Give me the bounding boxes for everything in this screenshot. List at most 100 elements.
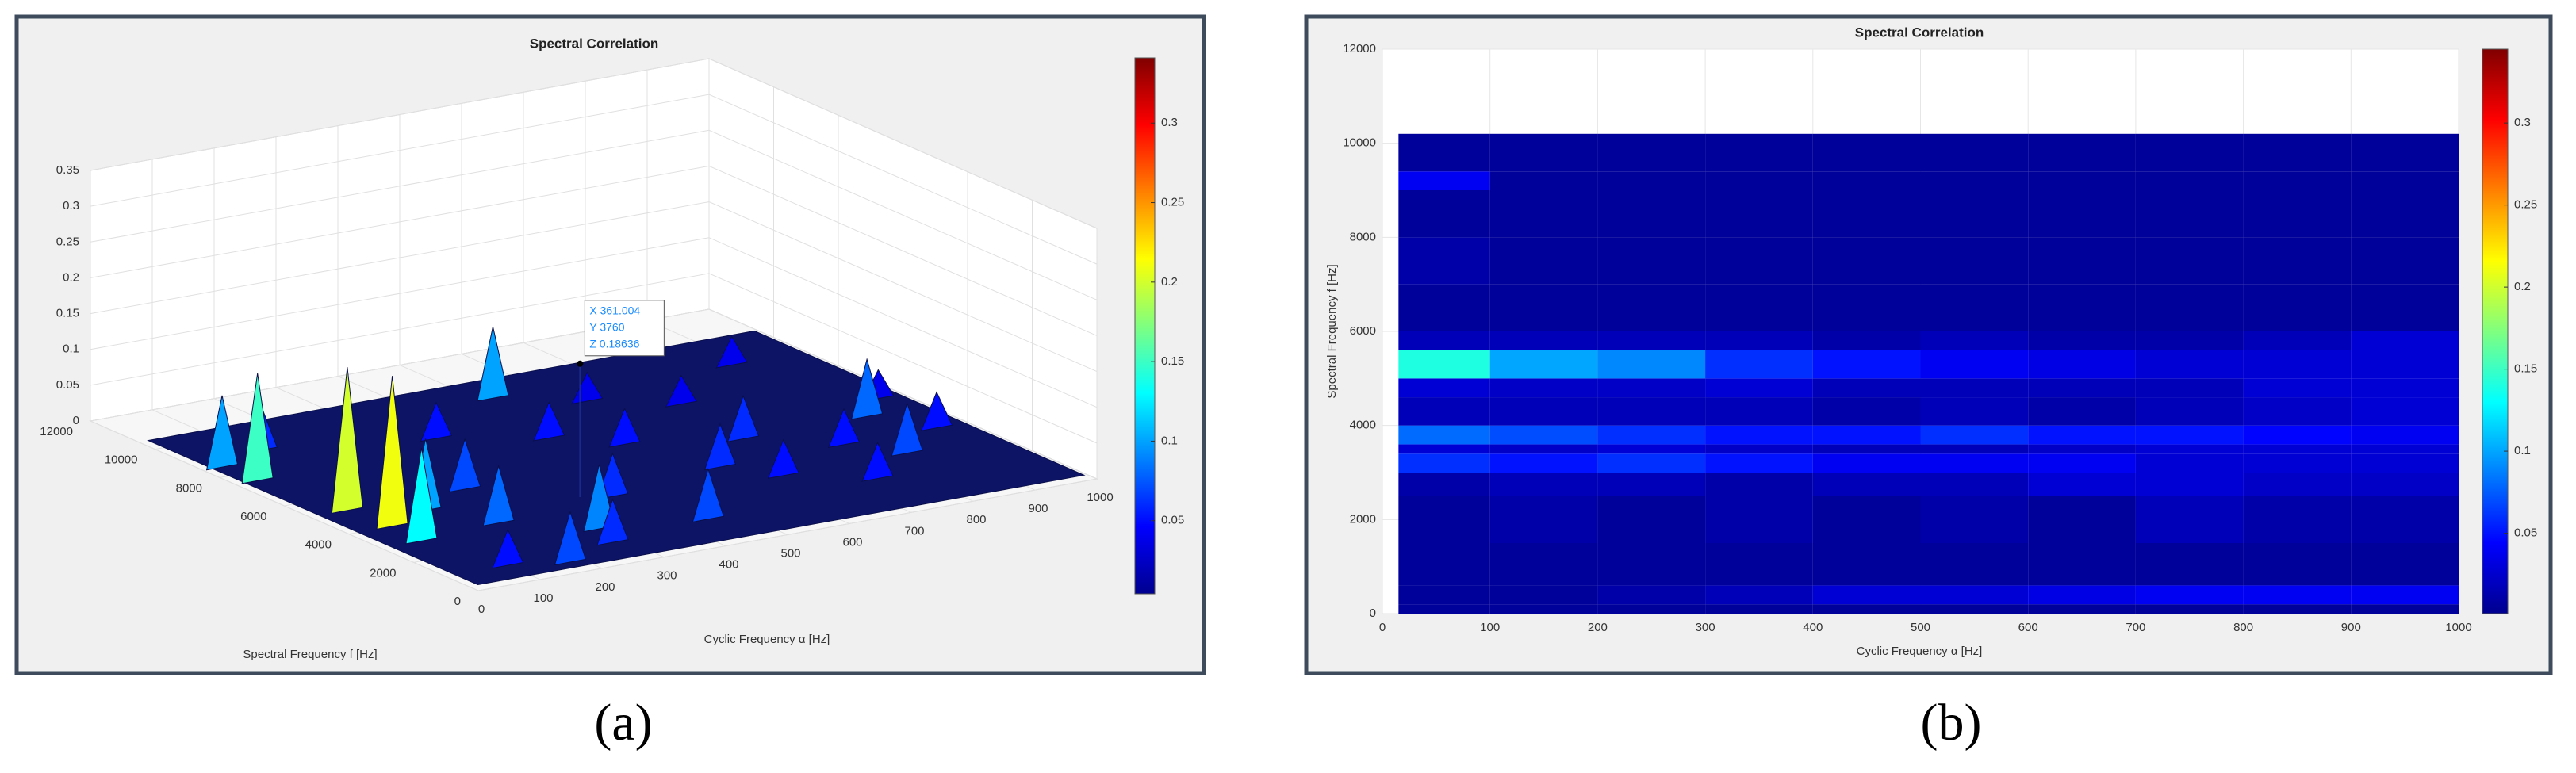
heatmap-cell [1597, 425, 1706, 445]
heatmap-cell [1705, 444, 1813, 454]
surface-peak [491, 528, 524, 569]
heatmap-cell [1489, 425, 1598, 445]
x-tick-label: 800 [966, 513, 986, 526]
heatmap-cell [1398, 604, 1490, 614]
y-tick-label: 4000 [1350, 419, 1376, 432]
heatmap-cell [2351, 284, 2459, 331]
heatmap-cell [1920, 444, 2029, 454]
heatmap-cell [1705, 284, 1813, 331]
heatmap-cell [1398, 585, 1490, 605]
y-tick-label: 0 [454, 595, 461, 608]
heatmap-cell [1597, 190, 1706, 238]
x-tick-label: 300 [657, 569, 677, 583]
heatmap-cell [1398, 378, 1490, 398]
heatmap-cell [1398, 473, 1490, 496]
heatmap-cell [2243, 604, 2352, 614]
surface-peak [583, 464, 615, 533]
heatmap-cell [1705, 453, 1813, 473]
colorbar-tick-label: 0.05 [2514, 526, 2537, 540]
z-tick-label: 0.05 [56, 378, 79, 392]
heatmap-cell [1812, 604, 1921, 614]
surface-peak [477, 326, 509, 402]
surface-peak [482, 464, 515, 526]
heatmap-cell [1920, 543, 2029, 586]
x-tick-label: 1000 [1087, 491, 1113, 504]
heatmap-cell [1398, 425, 1490, 445]
heatmap-cell [1812, 473, 1921, 496]
datatip-text: Z 0.18636 [589, 337, 639, 350]
heatmap-cell [1812, 496, 1921, 543]
heatmap-cell [2243, 425, 2352, 445]
heatmap-cell [2243, 350, 2352, 379]
heatmap-cell [2028, 425, 2136, 445]
y-tick-label: 10000 [105, 453, 138, 467]
heatmap-cell [1597, 378, 1706, 398]
heatmap-cell [1597, 496, 1706, 543]
heatmap-cell [1398, 171, 1490, 190]
heatmap-cell [2351, 585, 2459, 605]
x-tick-label: 700 [904, 524, 924, 538]
heatmap-cell [1597, 543, 1706, 586]
y-tick-label: 6000 [240, 510, 266, 523]
heatmap-cell [2028, 496, 2136, 543]
heatmap-cell [1920, 171, 2029, 190]
x-axis-label: Cyclic Frequency α [Hz] [1857, 645, 1983, 658]
heatmap-cell [2028, 331, 2136, 350]
z-tick-label: 0 [73, 414, 79, 427]
heatmap-cell [2243, 331, 2352, 350]
heatmap-cell [2351, 350, 2459, 379]
heatmap-cell [2028, 133, 2136, 172]
y-axis-label: Spectral Frequency f [Hz] [1325, 264, 1339, 398]
heatmap-cell [2243, 171, 2352, 190]
heatmap-cell [1489, 378, 1598, 398]
surface-peak [241, 373, 274, 484]
heatmap-cell [1812, 331, 1921, 350]
heatmap-cell [1489, 237, 1598, 285]
surface-peak [767, 438, 799, 480]
heatmap-cell [2243, 585, 2352, 605]
heatmap-cell [1920, 604, 2029, 614]
datatip-box [584, 300, 665, 357]
x-tick-label: 400 [719, 558, 738, 572]
heatmap-cell [2135, 585, 2244, 605]
y-tick-label: 6000 [1350, 324, 1376, 338]
heatmap-cell [1705, 331, 1813, 350]
datatip-text: Y 3760 [589, 320, 624, 333]
heatmap-cell [1705, 171, 1813, 190]
heatmap-cell [1489, 190, 1598, 238]
surface-peak [331, 367, 363, 514]
surface-peak [554, 511, 587, 566]
heatmap-cell [1920, 133, 2029, 172]
heatmap-cell [2351, 604, 2459, 614]
heatmap-cell [2135, 425, 2244, 445]
heatmap-cell [1398, 496, 1490, 543]
datatip-text: X 361.004 [589, 304, 640, 316]
x-tick-label: 900 [2341, 621, 2361, 634]
surface-peak [608, 408, 641, 448]
y-tick-label: 10000 [1343, 136, 1376, 150]
heatmap-cell [2243, 444, 2352, 454]
heatmap-cell [1705, 604, 1813, 614]
surface-peak [532, 401, 565, 442]
y-tick-label: 2000 [370, 566, 396, 580]
heatmap-cell [2028, 237, 2136, 285]
heatmap-cell [1597, 237, 1706, 285]
heatmap-cell [2135, 453, 2244, 473]
y-tick-label: 12000 [1343, 42, 1376, 55]
surface-peak [205, 395, 239, 471]
heatmap-cell [2028, 190, 2136, 238]
z-tick-label: 0.2 [63, 270, 79, 284]
z-tick-label: 0.3 [63, 199, 79, 212]
colorbar-tick-label: 0.2 [1161, 275, 1178, 289]
x-tick-label: 100 [1480, 621, 1500, 634]
heatmap-cell [2243, 453, 2352, 473]
heatmap-cell [1597, 133, 1706, 172]
z-tick-label: 0.35 [56, 163, 79, 177]
heatmap-cell [1705, 425, 1813, 445]
heatmap-cell [2028, 473, 2136, 496]
heatmap-cell [2135, 444, 2244, 454]
heatmap-cell [2135, 171, 2244, 190]
heatmap-cell [1812, 397, 1921, 426]
heatmap-cell [1705, 350, 1813, 379]
chart-title: Spectral Correlation [1855, 25, 1984, 40]
